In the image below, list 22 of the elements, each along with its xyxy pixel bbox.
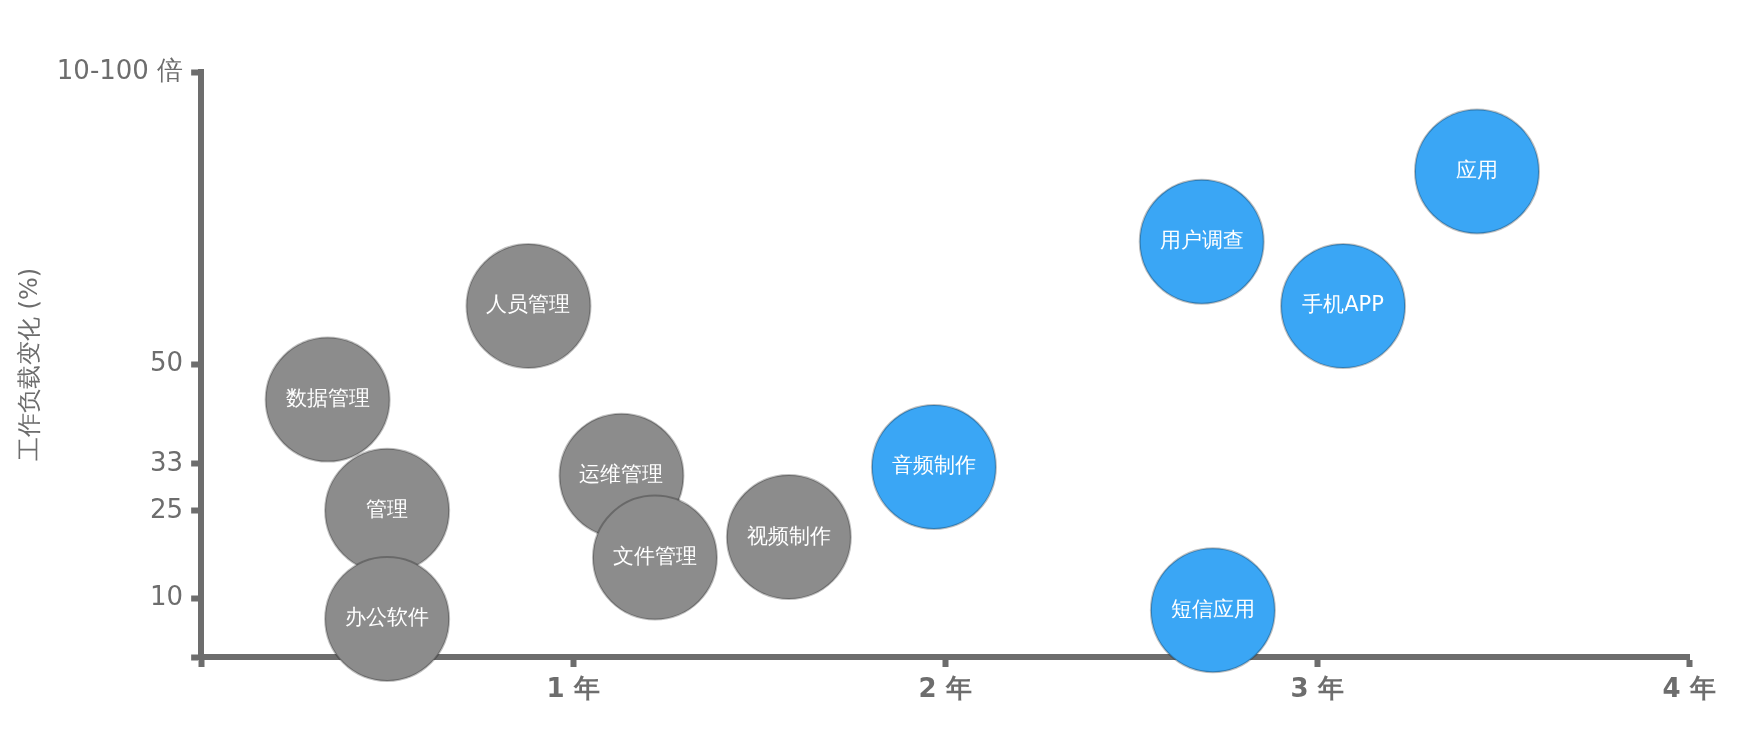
y-tick-label: 50 [150, 347, 184, 378]
x-tick-label: 1 年 [546, 673, 600, 704]
y-tick-label: 25 [150, 493, 184, 524]
annotation: 手机APP [1302, 292, 1384, 317]
x-tick-label: 4 年 [1662, 673, 1716, 704]
annotation: 文件管理 [612, 544, 697, 568]
annotation: 人员管理 [486, 292, 571, 317]
annotation: 管理 [366, 497, 409, 522]
x-tick-label: 3 年 [1290, 673, 1344, 704]
annotation: 短信应用 [1170, 596, 1255, 621]
y-axis-title: 工作负载变化 (%) [14, 267, 43, 462]
y-tick-label: 33 [150, 446, 184, 477]
x-tick-label: 2 年 [918, 673, 972, 704]
annotation: 用户调查 [1159, 228, 1244, 253]
annotation: 应用 [1455, 157, 1498, 182]
annotation: 数据管理 [285, 386, 370, 411]
y-tick-label: 10 [150, 581, 184, 612]
annotation: 运维管理 [579, 462, 664, 487]
annotation: 音频制作 [891, 453, 976, 478]
annotation: 办公软件 [345, 605, 430, 630]
annotation: 视频制作 [746, 523, 831, 548]
y-tick-label: 10-100 倍 [56, 54, 184, 85]
